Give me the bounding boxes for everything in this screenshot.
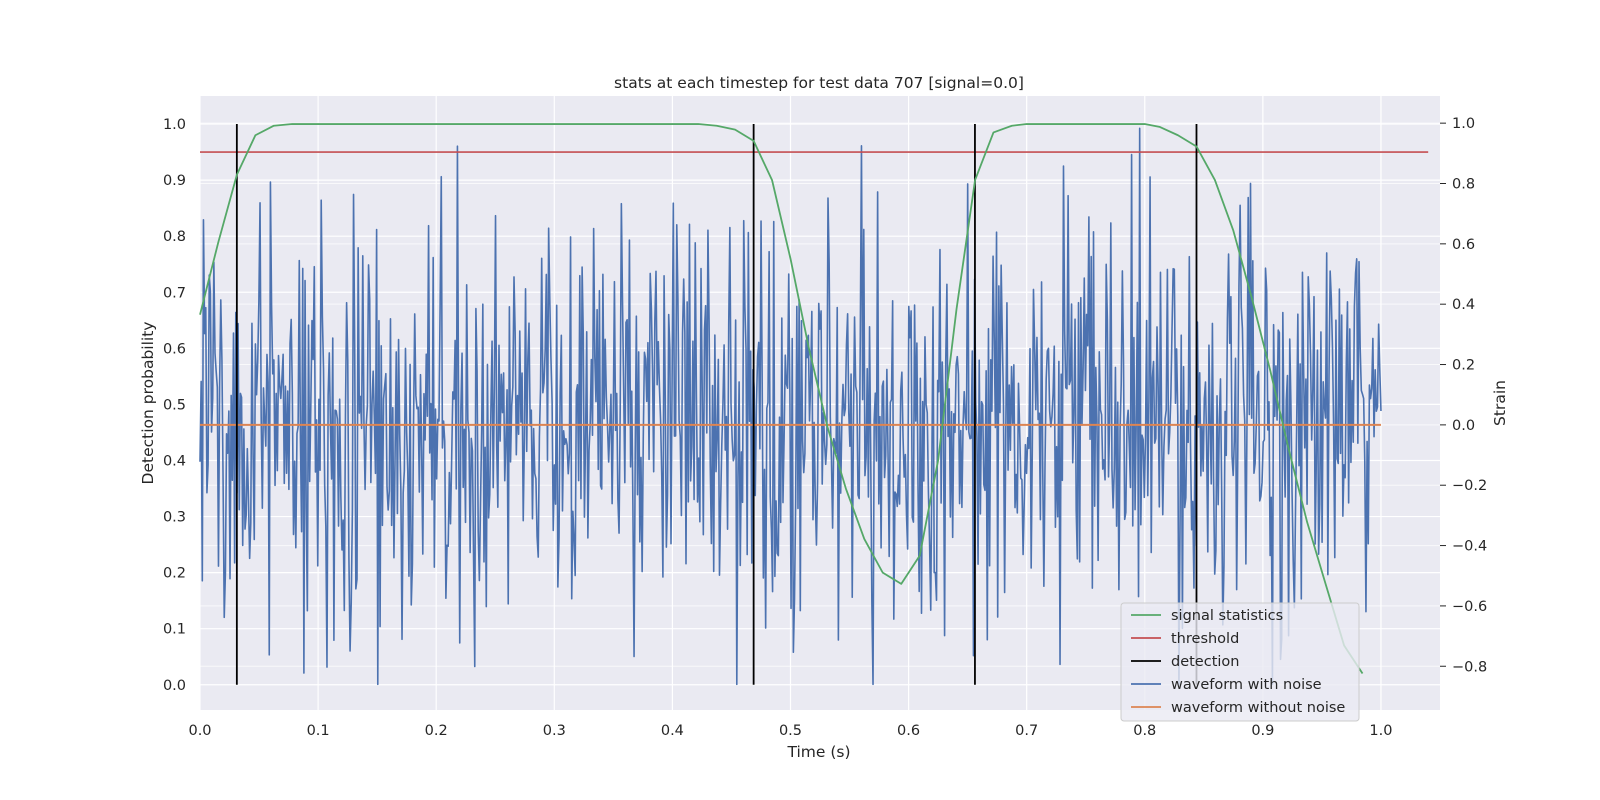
x-axis-label: Time (s) <box>786 743 850 761</box>
y-tick-label: 0.9 <box>163 173 186 189</box>
chart-title: stats at each timestep for test data 707… <box>614 74 1024 92</box>
x-tick-label: 0.7 <box>1015 723 1038 739</box>
y-tick-label: 1.0 <box>163 117 186 133</box>
x-tick-labels: 0.0 0.1 0.2 0.3 0.4 0.5 0.6 0.7 0.8 0.9 1.0 <box>188 723 1392 739</box>
y2-tick-label: 0.0 <box>1452 418 1475 434</box>
y-tick-label: 0.0 <box>163 678 186 694</box>
y-tick-label: 0.6 <box>163 341 186 357</box>
legend-label-signal-statistics: signal statistics <box>1171 608 1283 624</box>
x-tick-label: 0.5 <box>779 723 802 739</box>
y-axis-label: Detection probability <box>139 322 157 485</box>
y-tick-label: 0.5 <box>163 397 186 413</box>
x-tick-label: 0.0 <box>188 723 211 739</box>
legend: signal statistics threshold detection wa… <box>1120 602 1360 722</box>
signal-statistics-line <box>199 123 1364 675</box>
y2-tick-label: −0.8 <box>1452 659 1487 675</box>
y2-tick-labels: −0.8 −0.6 −0.4 −0.2 0.0 0.2 0.4 0.6 0.8 1.0 <box>1440 116 1487 675</box>
y2-axis-label: Strain <box>1491 380 1509 426</box>
y-tick-label: 0.1 <box>163 622 186 638</box>
x-tick-label: 0.1 <box>307 723 330 739</box>
legend-label-waveform-with-noise: waveform with noise <box>1171 677 1322 693</box>
legend-box <box>1120 602 1360 722</box>
x-tick-label: 0.4 <box>661 723 684 739</box>
x-tick-label: 0.6 <box>897 723 920 739</box>
waveform-with-noise-line <box>199 127 1382 686</box>
legend-label-waveform-without-noise: waveform without noise <box>1171 700 1345 716</box>
series-layer <box>199 123 1429 686</box>
y2-tick-label: −0.6 <box>1452 599 1487 615</box>
y2-tick-label: −0.2 <box>1452 478 1487 494</box>
y-tick-label: 0.4 <box>163 453 186 469</box>
y2-tick-label: 0.4 <box>1452 297 1475 313</box>
y2-tick-label: 1.0 <box>1452 116 1475 132</box>
x-tick-label: 0.2 <box>425 723 448 739</box>
y-tick-label: 0.3 <box>163 510 186 526</box>
y2-tick-label: 0.6 <box>1452 237 1475 253</box>
x-tick-label: 0.8 <box>1133 723 1156 739</box>
legend-label-detection: detection <box>1171 654 1239 670</box>
x-tick-label: 0.9 <box>1251 723 1274 739</box>
y-tick-label: 0.8 <box>163 229 186 245</box>
y2-tick-label: −0.4 <box>1452 539 1487 555</box>
y2-tick-label: 0.2 <box>1452 358 1475 374</box>
x-tick-label: 1.0 <box>1369 723 1392 739</box>
y-tick-label: 0.2 <box>163 566 186 582</box>
y-tick-label: 0.7 <box>163 285 186 301</box>
x-tick-label: 0.3 <box>543 723 566 739</box>
legend-label-threshold: threshold <box>1171 631 1239 647</box>
y2-tick-label: 0.8 <box>1452 176 1475 192</box>
y-tick-labels: 0.0 0.1 0.2 0.3 0.4 0.5 0.6 0.7 0.8 0.9 1.0 <box>163 117 186 694</box>
